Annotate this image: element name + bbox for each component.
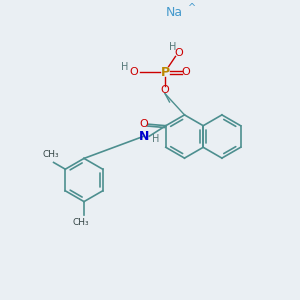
- Text: H: H: [169, 41, 176, 52]
- Text: N: N: [139, 130, 149, 143]
- Text: O: O: [182, 67, 190, 77]
- Text: P: P: [160, 65, 169, 79]
- Text: O: O: [160, 85, 169, 95]
- Text: O: O: [129, 67, 138, 77]
- Text: O: O: [140, 119, 148, 129]
- Text: O: O: [174, 47, 183, 58]
- Text: H: H: [121, 62, 128, 73]
- Text: CH₃: CH₃: [73, 218, 89, 227]
- Text: Na: Na: [165, 5, 183, 19]
- Text: ^: ^: [188, 2, 196, 13]
- Text: H: H: [152, 134, 159, 144]
- Text: CH₃: CH₃: [42, 150, 59, 159]
